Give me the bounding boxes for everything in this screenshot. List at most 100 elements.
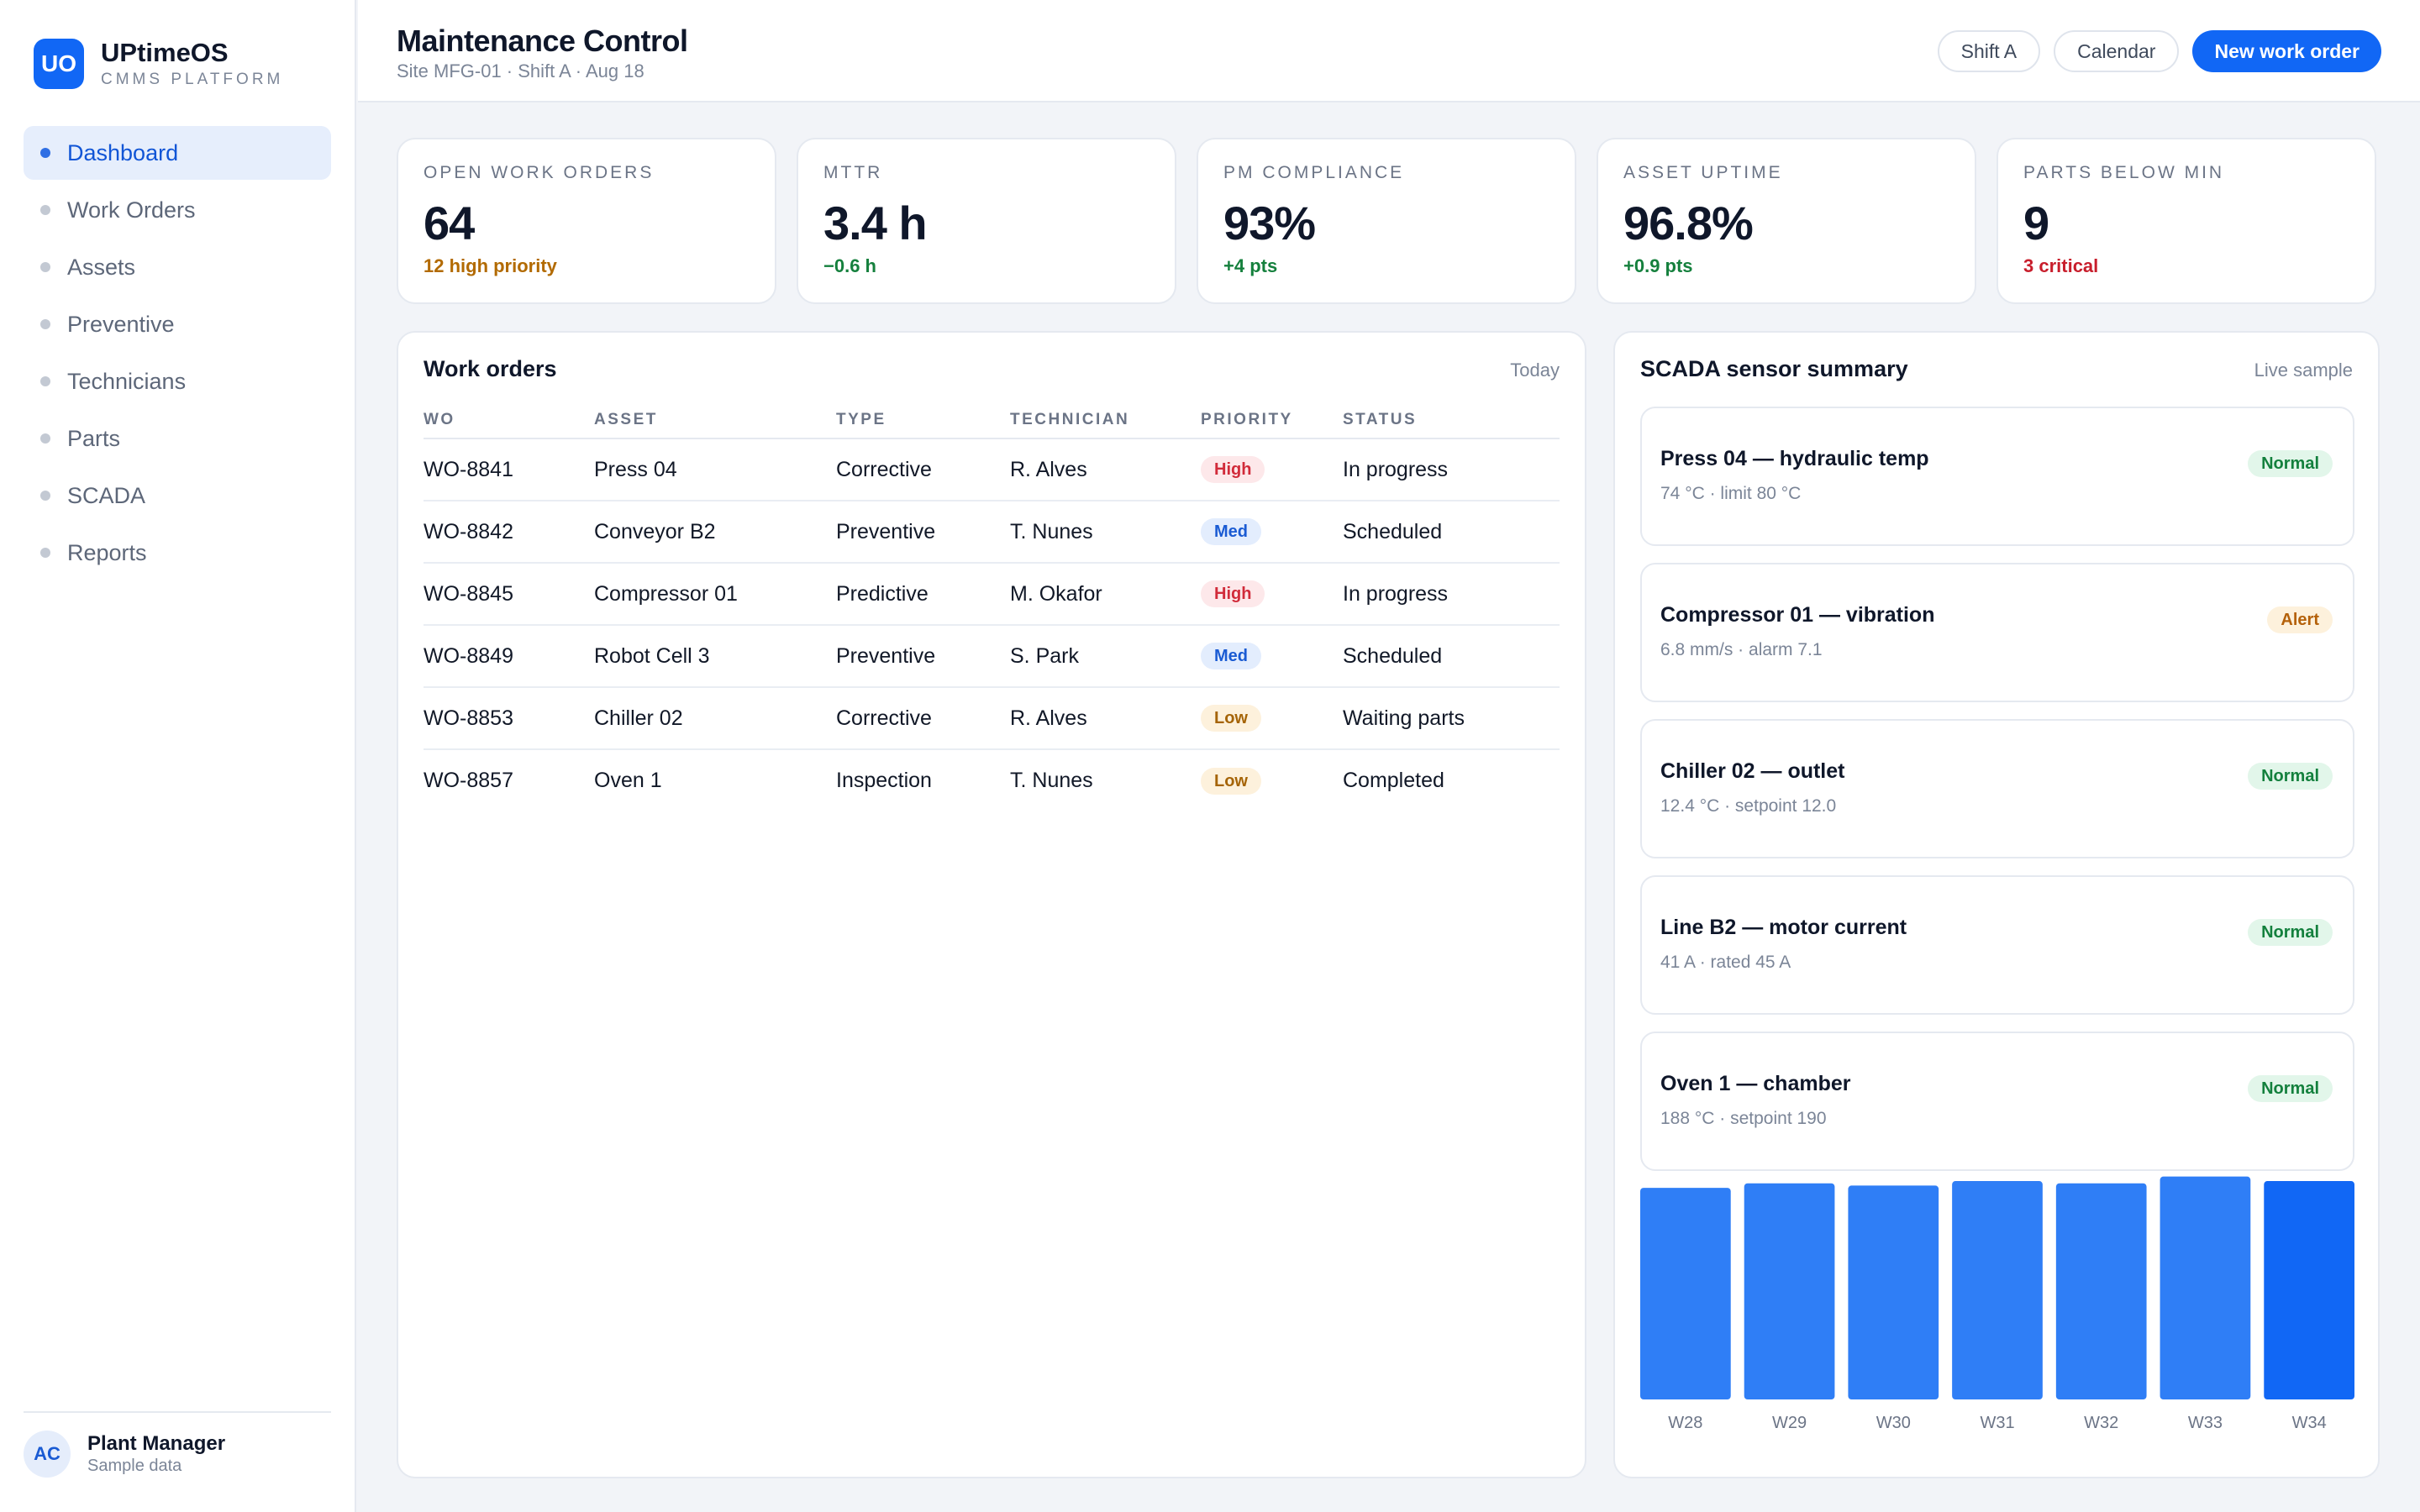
priority-badge: Med	[1201, 518, 1261, 545]
column-header[interactable]: TYPE	[836, 402, 1010, 439]
kpi-value: 64	[424, 197, 475, 249]
kpi-value: 96.8%	[1623, 197, 1754, 249]
wo-id: WO-8849	[424, 625, 594, 688]
chart-bar-w33[interactable]	[2160, 1176, 2251, 1399]
brand[interactable]: UO UPtimeOS CMMS PLATFORM	[34, 38, 283, 89]
sidebar-item-label: Assets	[67, 254, 136, 280]
sidebar-item-scada[interactable]: SCADA	[24, 469, 331, 522]
status-badge: Normal	[2248, 450, 2333, 477]
sensor-detail: 188 °C · setpoint 190	[1660, 1109, 1827, 1128]
table-row[interactable]: WO-8849 Robot Cell 3 Preventive S. Park …	[424, 625, 1560, 688]
wo-type: Corrective	[836, 687, 1010, 750]
wo-asset: Compressor 01	[594, 563, 836, 626]
sensor-name: Press 04 — hydraulic temp	[1660, 447, 1929, 470]
shift-button[interactable]: Shift A	[1937, 30, 2041, 72]
dot-icon	[40, 548, 50, 558]
chart-bar-w32[interactable]	[2055, 1183, 2147, 1399]
sidebar-item-label: Dashboard	[67, 139, 179, 165]
sidebar-item-reports[interactable]: Reports	[24, 526, 331, 580]
user-profile[interactable]: AC Plant Manager Sample data	[24, 1411, 331, 1487]
wo-asset: Chiller 02	[594, 687, 836, 750]
wo-technician: T. Nunes	[1010, 501, 1201, 564]
sensor-name: Compressor 01 — vibration	[1660, 603, 1935, 627]
priority-badge: Med	[1201, 643, 1261, 669]
chart-bar-w31[interactable]	[1952, 1181, 2043, 1399]
dot-icon	[40, 205, 50, 215]
wo-id: WO-8857	[424, 769, 513, 792]
panel-title: Work orders	[424, 356, 557, 381]
kpi-card-pm-compliance[interactable]: PM COMPLIANCE 93% +4 pts	[1197, 138, 1576, 304]
status-badge: Normal	[2248, 1075, 2333, 1102]
table-header-row: WO ASSET TYPE TECHNICIAN PRIORITY STATUS	[424, 402, 1560, 439]
sidebar-item-assets[interactable]: Assets	[24, 240, 331, 294]
kpi-value: 93%	[1223, 197, 1316, 249]
wo-id: WO-8842	[424, 501, 594, 564]
chart-tick-label: W29	[1772, 1414, 1807, 1432]
calendar-button[interactable]: Calendar	[2054, 30, 2180, 72]
panel-meta[interactable]: Live sample	[2254, 360, 2353, 381]
kpi-delta: +0.9 pts	[1623, 255, 1693, 276]
wo-asset: Robot Cell 3	[594, 625, 836, 688]
chart-bar-w29[interactable]	[1744, 1183, 1835, 1399]
column-header[interactable]: WO	[424, 402, 594, 439]
sensor-name: Oven 1 — chamber	[1660, 1072, 1851, 1095]
wo-type: Preventive	[836, 625, 1010, 688]
kpi-card-parts-below-min[interactable]: PARTS BELOW MIN 9 3 critical	[1996, 138, 2376, 304]
sensor-detail: 6.8 mm/s · alarm 7.1	[1660, 640, 1823, 659]
wo-type: Preventive	[836, 501, 1010, 564]
sensor-card[interactable]: Compressor 01 — vibration 6.8 mm/s · ala…	[1640, 563, 2354, 702]
header-actions: Shift A Calendar New work order	[1924, 30, 2381, 72]
kpi-card-asset-uptime[interactable]: ASSET UPTIME 96.8% +0.9 pts	[1597, 138, 1976, 304]
sidebar-item-dashboard[interactable]: Dashboard	[24, 126, 331, 180]
wo-technician: R. Alves	[1010, 687, 1201, 750]
wo-status: Completed	[1343, 769, 1444, 792]
status-badge: Alert	[2267, 606, 2333, 633]
page-title: Maintenance Control	[397, 24, 688, 58]
column-header[interactable]: ASSET	[594, 402, 836, 439]
sensor-detail: 41 A · rated 45 A	[1660, 953, 1791, 972]
table-row[interactable]: WO-8845 Compressor 01 Predictive M. Okaf…	[424, 563, 1560, 626]
wo-id: WO-8845	[424, 563, 594, 626]
sensor-name: Chiller 02 — outlet	[1660, 759, 1845, 783]
kpi-label: ASSET UPTIME	[1623, 163, 1783, 182]
wo-technician: T. Nunes	[1010, 769, 1093, 792]
sidebar-item-label: Preventive	[67, 311, 175, 337]
kpi-row: OPEN WORK ORDERS 64 12 high priority MTT…	[397, 138, 2376, 304]
sensor-card[interactable]: Line B2 — motor current 41 A · rated 45 …	[1640, 875, 2354, 1015]
table-row[interactable]: WO-8857 Oven 1 Inspection T. Nunes Low C…	[424, 749, 1560, 811]
sidebar-item-label: SCADA	[67, 482, 146, 508]
sensor-card[interactable]: Chiller 02 — outlet 12.4 °C · setpoint 1…	[1640, 719, 2354, 858]
kpi-card-mttr[interactable]: MTTR 3.4 h −0.6 h	[797, 138, 1176, 304]
wo-status: Waiting parts	[1343, 687, 1560, 750]
sensor-card[interactable]: Oven 1 — chamber 188 °C · setpoint 190 N…	[1640, 1032, 2354, 1171]
table-row[interactable]: WO-8842 Conveyor B2 Preventive T. Nunes …	[424, 501, 1560, 564]
table-row[interactable]: WO-8841 Press 04 Corrective R. Alves Hig…	[424, 438, 1560, 501]
chart-bar-w28[interactable]	[1640, 1188, 1731, 1399]
kpi-card-open-work-orders[interactable]: OPEN WORK ORDERS 64 12 high priority	[397, 138, 776, 304]
status-badge: Normal	[2248, 919, 2333, 946]
sidebar-item-work-orders[interactable]: Work Orders	[24, 183, 331, 237]
chart-tick-label: W34	[2292, 1414, 2327, 1432]
new-work-order-button[interactable]: New work order	[2192, 30, 2381, 72]
dot-icon	[40, 319, 50, 329]
chart-bar-w30[interactable]	[1848, 1185, 1939, 1399]
kpi-value: 9	[2023, 197, 2049, 249]
sidebar-item-label: Parts	[67, 425, 121, 451]
column-header[interactable]: TECHNICIAN	[1010, 402, 1201, 439]
wo-status: In progress	[1343, 438, 1560, 501]
sensor-card[interactable]: Press 04 — hydraulic temp 74 °C · limit …	[1640, 407, 2354, 546]
kpi-delta: +4 pts	[1223, 255, 1278, 276]
chart-bar-w34[interactable]	[2264, 1181, 2354, 1399]
table-row[interactable]: WO-8853 Chiller 02 Corrective R. Alves L…	[424, 687, 1560, 750]
sidebar-item-preventive[interactable]: Preventive	[24, 297, 331, 351]
sidebar-item-parts[interactable]: Parts	[24, 412, 331, 465]
wo-status: Scheduled	[1343, 501, 1560, 564]
panel-meta[interactable]: Today	[1510, 360, 1560, 381]
column-header[interactable]: PRIORITY	[1201, 402, 1343, 439]
column-header[interactable]: STATUS	[1343, 402, 1560, 439]
wo-asset: Press 04	[594, 438, 836, 501]
weekly-bar-chart: W28 W29 W30 W31 W32 W33 W34	[1640, 1174, 2354, 1450]
kpi-delta: −0.6 h	[823, 255, 876, 276]
sidebar-item-technicians[interactable]: Technicians	[24, 354, 331, 408]
wo-technician: M. Okafor	[1010, 563, 1201, 626]
